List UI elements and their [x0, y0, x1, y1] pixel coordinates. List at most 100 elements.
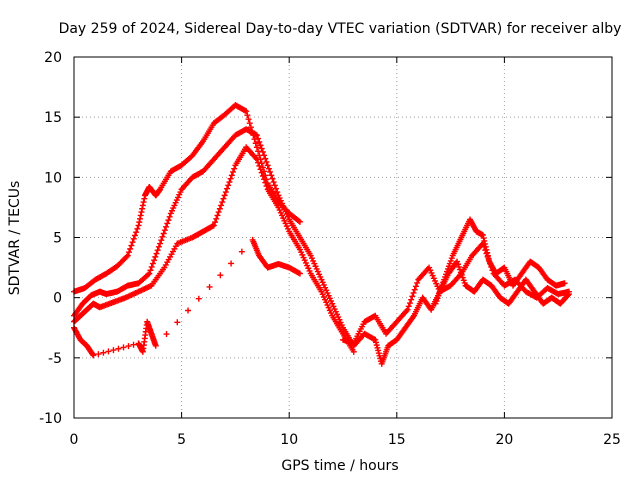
- data-point-marker: [120, 344, 127, 351]
- data-point-marker: [157, 240, 164, 247]
- data-point-marker: [159, 233, 166, 240]
- data-point-marker: [411, 286, 418, 293]
- data-point-marker: [224, 185, 231, 192]
- x-tick-label: 15: [388, 432, 406, 448]
- data-point-marker: [262, 155, 269, 162]
- data-point-marker: [164, 220, 171, 227]
- data-point-marker: [259, 172, 266, 179]
- data-point-marker: [255, 135, 262, 142]
- data-point-marker: [256, 138, 263, 145]
- y-tick-label: -5: [48, 351, 62, 367]
- data-point-marker: [480, 235, 487, 242]
- data-point-marker: [565, 292, 572, 299]
- data-point-marker: [484, 249, 491, 256]
- data-point-marker: [95, 351, 102, 358]
- data-point-marker: [141, 195, 148, 202]
- y-tick-label: 0: [53, 291, 62, 307]
- data-point-marker: [225, 182, 232, 189]
- data-point-marker: [412, 283, 419, 290]
- data-point-marker: [214, 212, 221, 219]
- data-point-marker: [244, 112, 251, 119]
- data-point-marker: [230, 168, 237, 175]
- y-tick-label: -10: [39, 411, 62, 427]
- data-point-marker: [216, 205, 223, 212]
- data-point-marker: [145, 271, 152, 278]
- data-point-marker: [258, 169, 265, 176]
- data-point-marker: [296, 218, 303, 225]
- data-point-marker: [257, 142, 264, 149]
- series-track-7: [432, 216, 568, 307]
- data-point-marker: [140, 199, 147, 206]
- data-point-marker: [110, 347, 117, 354]
- data-point-marker: [295, 217, 302, 224]
- data-point-marker: [161, 227, 168, 234]
- y-tick-label: 5: [53, 231, 62, 247]
- data-point-marker: [296, 270, 303, 277]
- data-point-marker: [115, 345, 122, 352]
- data-point-marker: [246, 120, 253, 127]
- data-point-marker: [253, 144, 260, 151]
- data-point-marker: [218, 202, 225, 209]
- data-point-marker: [125, 249, 132, 256]
- data-point-marker: [268, 172, 275, 179]
- data-point-marker: [125, 343, 132, 350]
- data-point-marker: [253, 156, 260, 163]
- data-point-marker: [405, 303, 412, 310]
- x-tick-label: 5: [177, 432, 186, 448]
- data-point-marker: [90, 352, 97, 359]
- data-point-marker: [215, 209, 222, 216]
- data-point-marker: [257, 166, 264, 173]
- data-point-marker: [245, 116, 252, 123]
- data-point-marker: [561, 280, 568, 287]
- data-point-marker: [163, 223, 170, 230]
- data-point-marker: [128, 242, 135, 249]
- data-point-marker: [146, 270, 153, 277]
- data-point-marker: [100, 349, 107, 356]
- x-tick-label: 20: [495, 432, 513, 448]
- data-point-marker: [485, 255, 492, 262]
- data-point-marker: [238, 248, 245, 255]
- data-point-marker: [195, 295, 202, 302]
- y-axis-label: SDTVAR / TECUs: [7, 181, 23, 296]
- grid-lines: [74, 57, 612, 418]
- data-point-marker: [152, 342, 159, 349]
- data-point-marker: [261, 176, 268, 183]
- data-point-marker: [227, 175, 234, 182]
- data-point-marker: [273, 185, 280, 192]
- data-point-marker: [123, 253, 130, 260]
- data-point-marker: [136, 215, 143, 222]
- data-point-marker: [138, 209, 145, 216]
- data-point-marker: [258, 145, 265, 152]
- data-point-marker: [134, 225, 141, 232]
- data-point-marker: [479, 232, 486, 239]
- data-point-marker: [148, 263, 155, 270]
- data-point-marker: [267, 168, 274, 175]
- data-point-marker: [255, 159, 262, 166]
- data-point-marker: [160, 230, 167, 237]
- data-point-marker: [212, 219, 219, 226]
- data-point-marker: [133, 229, 140, 236]
- data-point-marker: [262, 179, 269, 186]
- data-point-marker: [409, 293, 416, 300]
- data-point-marker: [151, 257, 158, 264]
- data-point-marker: [253, 132, 260, 139]
- data-point-marker: [482, 240, 489, 247]
- data-point-marker: [483, 246, 490, 253]
- x-tick-label: 0: [70, 432, 79, 448]
- data-point-marker: [221, 192, 228, 199]
- chart-title: Day 259 of 2024, Sidereal Day-to-day VTE…: [59, 21, 622, 37]
- data-point-marker: [213, 215, 220, 222]
- data-point-marker: [264, 162, 271, 169]
- x-tick-label: 10: [280, 432, 298, 448]
- data-point-marker: [155, 243, 162, 250]
- y-tick-label: 10: [44, 170, 62, 186]
- data-point-marker: [137, 212, 144, 219]
- data-point-marker: [261, 152, 268, 159]
- data-point-marker: [404, 306, 411, 313]
- data-point-marker: [163, 331, 170, 338]
- data-point-marker: [217, 272, 224, 279]
- data-point-marker: [105, 348, 112, 355]
- data-point-marker: [263, 183, 270, 190]
- data-point-marker: [350, 348, 357, 355]
- y-tick-label: 15: [44, 110, 62, 126]
